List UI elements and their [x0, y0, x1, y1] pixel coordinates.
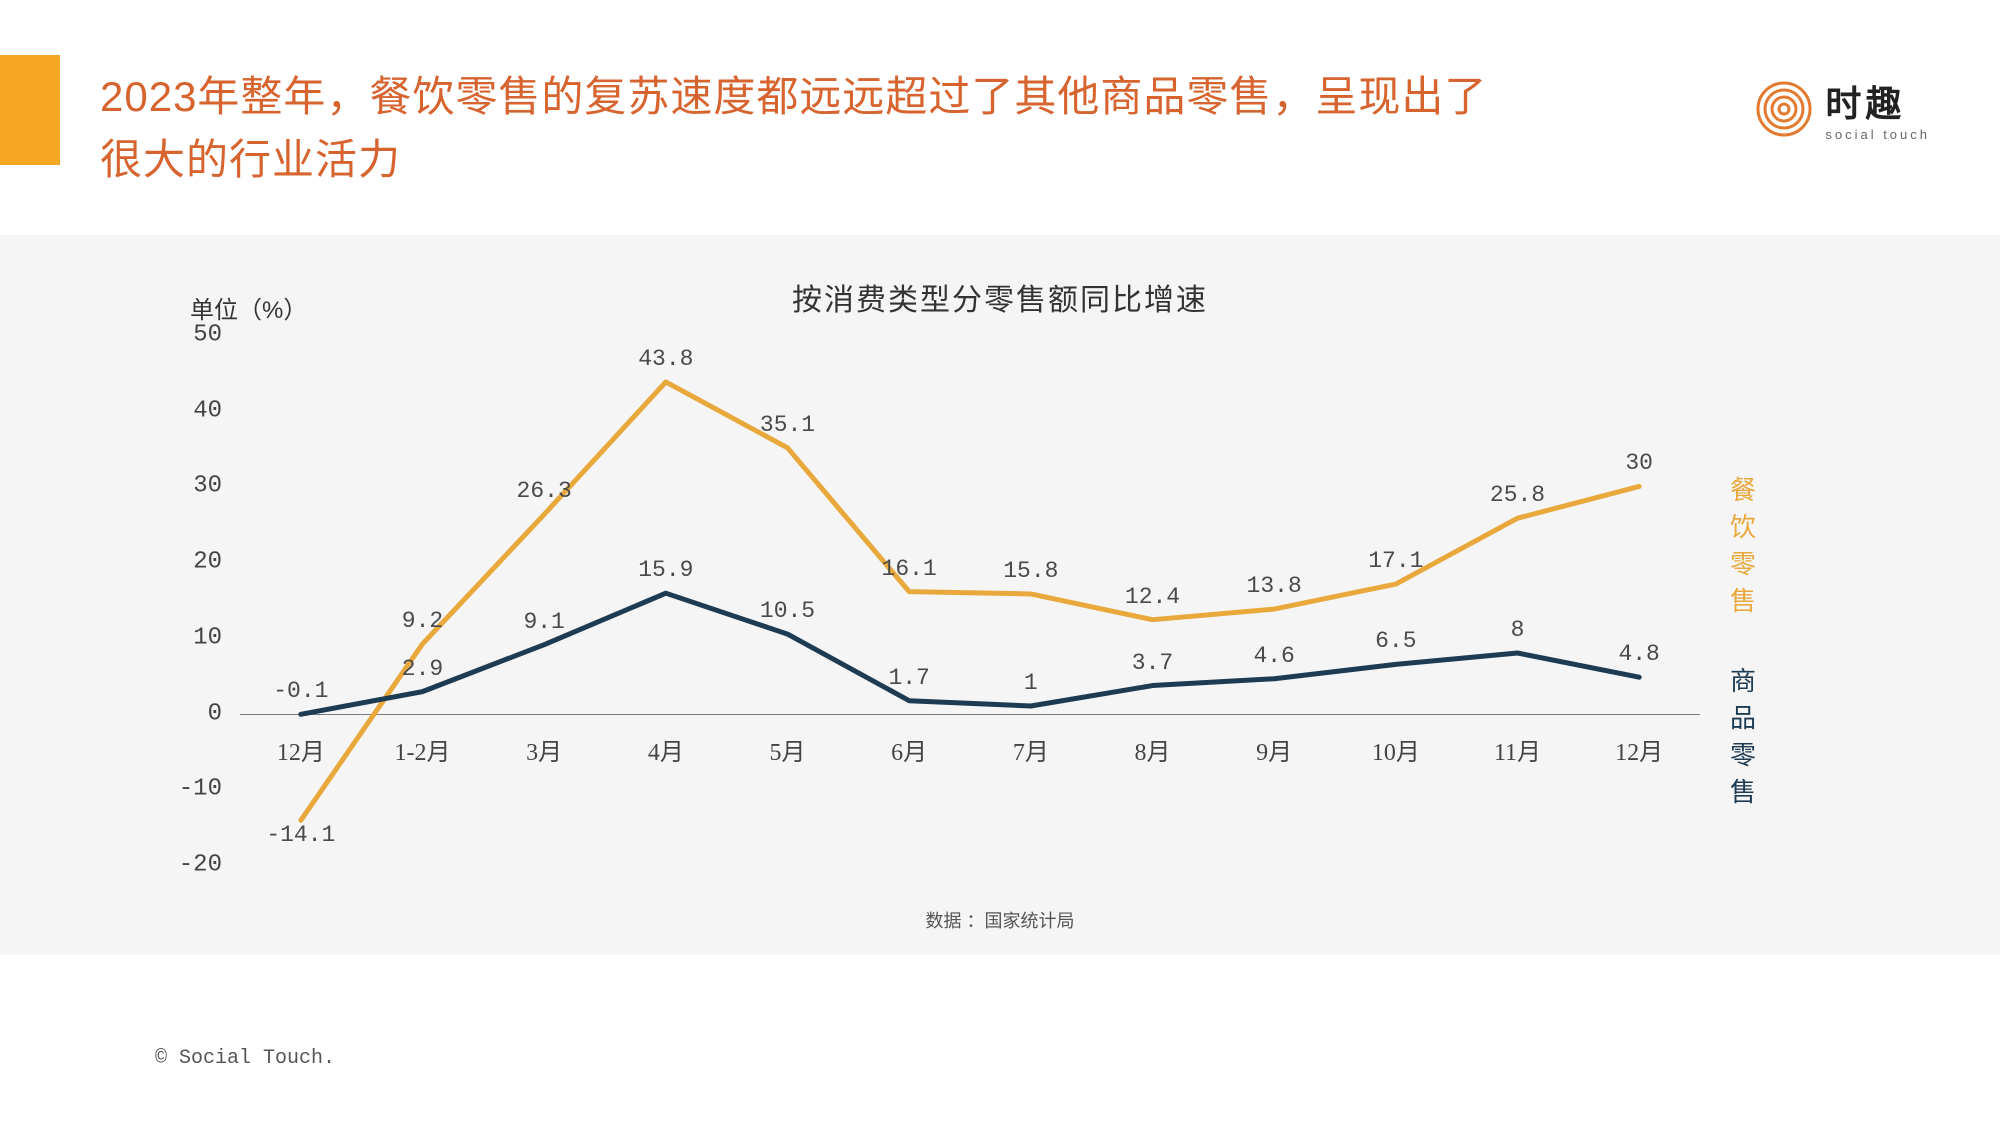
- source-note: 数据 ：国家统计局: [925, 907, 1074, 933]
- data-label: 9.2: [402, 608, 443, 634]
- series-name: 商品零售: [1730, 661, 1756, 809]
- data-label: 3.7: [1132, 650, 1173, 676]
- data-label: 1: [1024, 670, 1038, 696]
- series-line-0: [301, 382, 1639, 820]
- data-label: 1.7: [888, 665, 929, 691]
- y-tick: 40: [193, 397, 222, 424]
- data-label: 30: [1625, 450, 1653, 476]
- chart-title: 按消费类型分零售额同比增速: [792, 275, 1208, 319]
- spiral-icon: [1755, 80, 1813, 138]
- data-label: -14.1: [266, 822, 335, 848]
- y-tick: 30: [193, 473, 222, 500]
- chart-svg: [240, 335, 1700, 865]
- y-tick: -10: [179, 776, 222, 803]
- copyright: © Social Touch.: [155, 1047, 335, 1070]
- page-title: 2023年整年，餐饮零售的复苏速度都远远超过了其他商品零售，呈现出了很大的行业活…: [100, 65, 1500, 191]
- accent-bar: [0, 55, 60, 165]
- data-label: 9.1: [523, 609, 564, 635]
- plot-area: -20-100102030405012月1-2月3月4月5月6月7月8月9月10…: [240, 335, 1700, 865]
- y-tick: -20: [179, 852, 222, 879]
- data-label: 4.6: [1253, 643, 1294, 669]
- brand-logo: 时趣 social touch: [1755, 75, 1930, 142]
- data-label: 6.5: [1375, 628, 1416, 654]
- data-label: 8: [1511, 617, 1525, 643]
- data-label: 13.8: [1247, 573, 1302, 599]
- data-label: 4.8: [1618, 641, 1659, 667]
- data-label: 43.8: [638, 346, 693, 372]
- series-name: 餐饮零售: [1730, 470, 1756, 618]
- y-tick: 20: [193, 549, 222, 576]
- data-label: 35.1: [760, 412, 815, 438]
- logo-text-en: social touch: [1825, 127, 1930, 142]
- data-label: 25.8: [1490, 482, 1545, 508]
- data-label: 15.8: [1003, 558, 1058, 584]
- series-line-1: [301, 593, 1639, 714]
- data-label: -0.1: [273, 678, 328, 704]
- unit-label: 单位（%）: [190, 290, 307, 325]
- data-label: 2.9: [402, 656, 443, 682]
- y-tick: 0: [208, 700, 222, 727]
- y-tick: 10: [193, 624, 222, 651]
- data-label: 26.3: [517, 478, 572, 504]
- data-label: 12.4: [1125, 584, 1180, 610]
- chart-container: 按消费类型分零售额同比增速 单位（%） -20-100102030405012月…: [0, 235, 2000, 955]
- y-tick: 50: [193, 322, 222, 349]
- data-label: 16.1: [882, 556, 937, 582]
- logo-text-cn: 时趣: [1825, 75, 1905, 127]
- data-label: 17.1: [1368, 548, 1423, 574]
- data-label: 10.5: [760, 598, 815, 624]
- data-label: 15.9: [638, 557, 693, 583]
